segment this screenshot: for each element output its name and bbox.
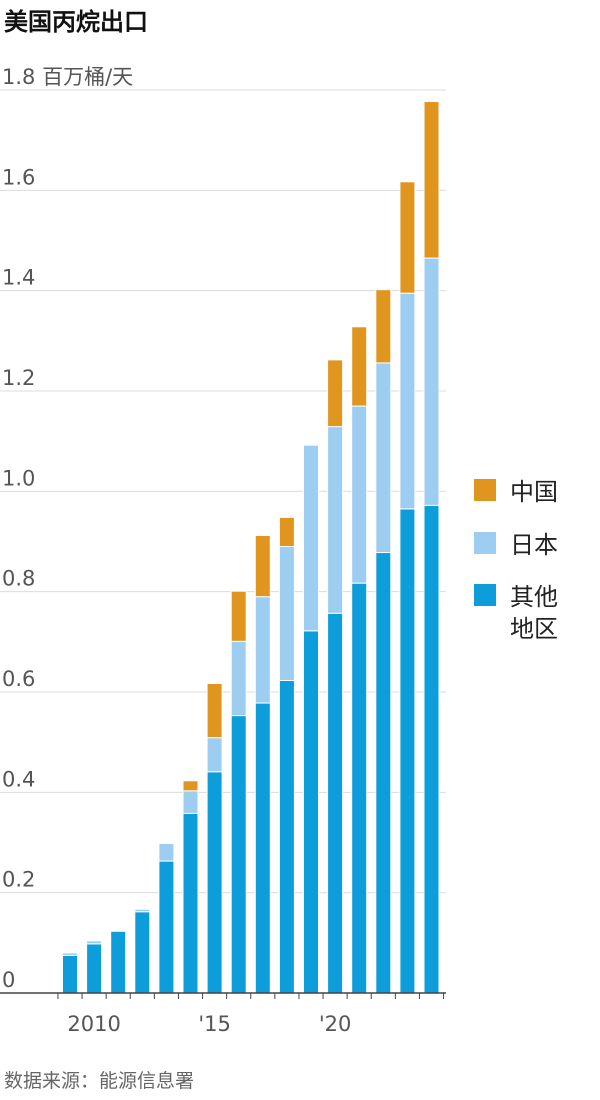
bar-segment xyxy=(134,911,151,994)
bar-segment xyxy=(375,362,392,554)
bar-segment xyxy=(230,715,247,994)
x-tick-label: 2010 xyxy=(67,1012,120,1036)
bar-segment xyxy=(375,552,392,994)
bar-segment xyxy=(375,289,392,364)
bar-segment xyxy=(351,405,368,584)
legend-swatch xyxy=(474,479,496,501)
y-tick-label-unit: 1.8 百万桶/天 xyxy=(2,65,133,89)
bar-segment xyxy=(206,737,223,773)
bar-segment xyxy=(423,504,440,994)
bar-segment xyxy=(62,952,78,956)
legend-swatch xyxy=(474,532,496,554)
y-tick-label: 0.8 xyxy=(2,567,35,591)
legend-swatch xyxy=(474,584,496,606)
bar-segment xyxy=(182,812,199,994)
bar-segment xyxy=(86,943,103,994)
gridlines xyxy=(0,89,446,894)
y-tick-label: 1.4 xyxy=(2,266,35,290)
legend-label: 地区 xyxy=(510,615,558,643)
bar-segment xyxy=(206,682,223,739)
bar-segment xyxy=(303,444,319,632)
bar-segment xyxy=(230,590,247,642)
bar-segment xyxy=(399,508,416,994)
y-tick-labels: 0 0.2 0.4 0.6 0.8 1.0 1.2 1.4 1.6 1.8 百万桶/天 xyxy=(2,65,133,992)
y-tick-label: 0.4 xyxy=(2,767,35,791)
y-tick-label: 1.6 xyxy=(2,165,35,189)
legend-label: 其他 xyxy=(510,583,558,611)
source-note: 数据来源：能源信息署 xyxy=(4,1070,195,1092)
chart-title: 美国丙烷出口 xyxy=(4,8,148,36)
bar-segment xyxy=(254,596,271,704)
x-tick-labels: 2010 '15 '20 xyxy=(67,1012,351,1036)
bar-segment xyxy=(134,908,151,913)
bar-segment xyxy=(423,257,440,506)
bar-segment xyxy=(182,790,199,814)
bar-segment xyxy=(327,426,344,614)
bar-segment xyxy=(86,940,103,945)
bars xyxy=(62,101,440,994)
bar-segment xyxy=(158,860,175,994)
legend-label: 中国 xyxy=(510,478,558,506)
x-tick-label: '20 xyxy=(319,1012,352,1036)
y-tick-label: 0.6 xyxy=(2,667,35,691)
bar-segment xyxy=(303,630,319,994)
y-tick-label: 1.2 xyxy=(2,366,35,390)
y-tick-label: 0.2 xyxy=(2,868,35,892)
y-tick-label: 0 xyxy=(2,968,15,992)
bar-segment xyxy=(254,702,271,994)
bar-segment xyxy=(278,516,295,548)
legend-label: 日本 xyxy=(510,531,558,559)
bar-segment xyxy=(230,640,247,717)
bar-segment xyxy=(327,359,344,428)
bar-segment xyxy=(351,326,368,407)
bar-segment xyxy=(62,954,78,994)
bar-segment xyxy=(327,612,344,994)
bar-segment xyxy=(278,679,295,994)
bar-segment xyxy=(206,771,223,994)
x-axis xyxy=(0,992,446,999)
bar-segment xyxy=(399,292,416,510)
bar-segment xyxy=(399,181,416,294)
y-tick-label: 1.0 xyxy=(2,466,35,490)
bar-segment xyxy=(254,534,271,598)
bar-segment xyxy=(351,582,368,994)
bar-segment xyxy=(158,843,175,862)
bar-segment xyxy=(182,780,199,792)
x-tick-label: '15 xyxy=(198,1012,231,1036)
bar-segment xyxy=(423,101,440,259)
bar-segment xyxy=(110,930,127,994)
bar-segment xyxy=(278,546,295,681)
